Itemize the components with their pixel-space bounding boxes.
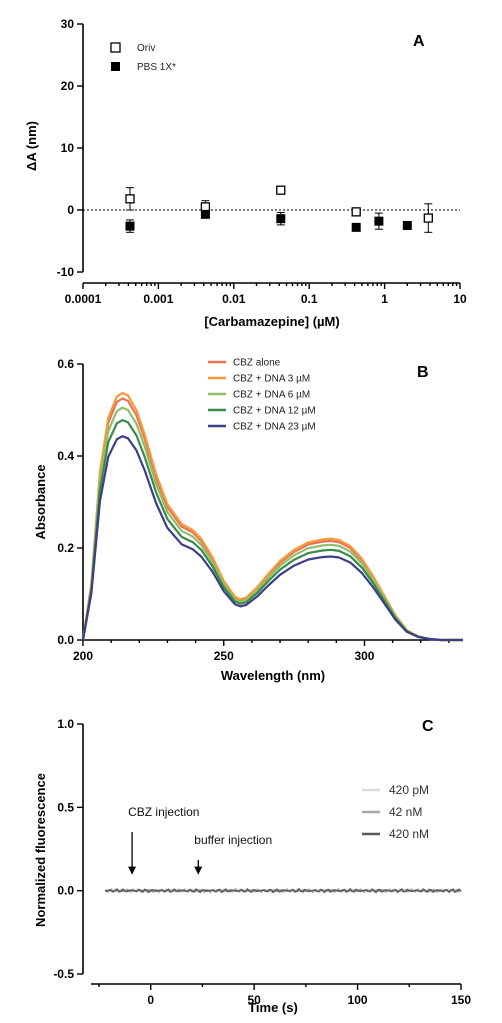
x-tick-label: 0.1 [301, 292, 318, 306]
x-tick-label: 0 [147, 993, 154, 1007]
x-tick-label: 250 [214, 649, 234, 663]
y-tick-label: 1.0 [57, 717, 74, 731]
data-point-oriv [351, 207, 361, 217]
annotation-label: CBZ injection [128, 805, 199, 819]
y-tick-label: 0.2 [57, 541, 74, 555]
chart-panel-c: C -0.5 0.0 0.5 1.0 0 50 100 150 CBZ injection b… [33, 717, 471, 1015]
panel-c-legend: 420 pM 42 nM 420 nM [362, 783, 429, 841]
data-point-oriv [125, 194, 135, 204]
data-point-oriv [423, 213, 433, 223]
panel-b-letter: B [417, 364, 429, 381]
legend-entry: CBZ alone [233, 358, 281, 369]
panel-b-x-ticks: 200 250 300 [73, 640, 450, 663]
panel-c-x-ticks: 0 50 100 150 [98, 984, 471, 1007]
y-tick-label: 0.0 [57, 633, 74, 647]
x-tick-label: 1 [381, 292, 388, 306]
annotation-arrow-head [194, 866, 203, 875]
y-tick-label: 0.6 [57, 357, 74, 371]
panel-a-x-ticks: 0.0001 0.001 0.01 0.1 1 10 [65, 283, 467, 306]
panel-c-y-label: Normalized fluorescence [33, 773, 48, 927]
panel-b-spectra [81, 391, 463, 642]
fluorescence-trace [105, 887, 462, 894]
data-point-pbs [125, 221, 135, 231]
panel-c-y-ticks: -0.5 0.0 0.5 1.0 [53, 717, 83, 981]
legend-entry: CBZ + DNA 23 µM [233, 422, 316, 433]
legend-pbs: PBS 1X* [137, 62, 176, 73]
y-tick-label: 30 [61, 17, 75, 31]
y-tick-label: 0.4 [57, 449, 74, 463]
panel-a-y-ticks: -10 0 10 20 30 [57, 17, 83, 279]
panel-b-y-ticks: 0.0 0.2 0.4 0.6 [57, 357, 83, 647]
panel-b-y-label: Absorbance [33, 464, 48, 539]
panel-a-y-label: ΔA (nm) [24, 121, 39, 171]
panel-b-x-label: Wavelength (nm) [221, 668, 325, 683]
legend-entry: CBZ + DNA 6 µM [233, 390, 310, 401]
panel-c-annotations: CBZ injection buffer injection [128, 805, 272, 875]
spectrum-line [81, 418, 463, 642]
x-tick-label: 100 [348, 993, 368, 1007]
annotation-label: buffer injection [194, 833, 272, 847]
legend-entry: CBZ + DNA 3 µM [233, 374, 310, 385]
panel-b-legend: CBZ alone CBZ + DNA 3 µM CBZ + DNA 6 µM CBZ… [208, 358, 316, 433]
panel-a-x-label: [Carbamazepine] (µM) [204, 314, 339, 329]
chart-panel-b: B 0.0 0.2 0.4 0.6 200 250 300 CBZ alone CBZ + … [33, 357, 463, 683]
data-point-pbs [351, 222, 361, 232]
panel-a-points [125, 185, 433, 233]
y-tick-label: 20 [61, 79, 75, 93]
legend-entry: CBZ + DNA 12 µM [233, 406, 316, 417]
chart-panel-a: A -10 0 10 20 30 0.0001 0.001 0.01 0.1 1 10 Oriv … [24, 17, 467, 329]
x-tick-label: 0.0001 [65, 292, 102, 306]
data-point-oriv [276, 185, 286, 195]
data-point-pbs [402, 221, 412, 230]
x-tick-label: 0.01 [222, 292, 246, 306]
data-point-pbs [200, 209, 210, 219]
x-tick-label: 200 [73, 649, 93, 663]
y-tick-label: -0.5 [53, 967, 74, 981]
panel-c-x-label: Time (s) [248, 1000, 298, 1015]
data-point-pbs [374, 216, 384, 226]
x-tick-label: 0.001 [143, 292, 173, 306]
y-tick-label: 10 [61, 141, 75, 155]
x-tick-label: 300 [354, 649, 374, 663]
panel-c-traces [104, 887, 462, 894]
x-tick-label: 50 [247, 993, 261, 1007]
y-tick-label: 0.0 [57, 884, 74, 898]
legend-filled-square-marker [111, 62, 120, 71]
legend-entry: 420 nM [389, 827, 429, 841]
legend-entry: 42 nM [389, 805, 422, 819]
legend-oriv: Oriv [137, 43, 155, 54]
y-tick-label: 0.5 [57, 800, 74, 814]
panel-a-legend: Oriv PBS 1X* [110, 42, 176, 73]
annotation-arrow-head [128, 866, 137, 875]
legend-entry: 420 pM [389, 783, 429, 797]
spectrum-line [81, 435, 463, 642]
data-point-pbs [276, 214, 286, 224]
x-tick-label: 150 [451, 993, 471, 1007]
panel-a-letter: A [413, 33, 425, 50]
x-tick-label: 10 [453, 292, 467, 306]
legend-open-square-marker [110, 42, 121, 53]
panel-c-letter: C [422, 718, 434, 735]
data-point-oriv [200, 202, 211, 212]
y-tick-label: 0 [67, 203, 74, 217]
y-tick-label: -10 [57, 265, 75, 279]
